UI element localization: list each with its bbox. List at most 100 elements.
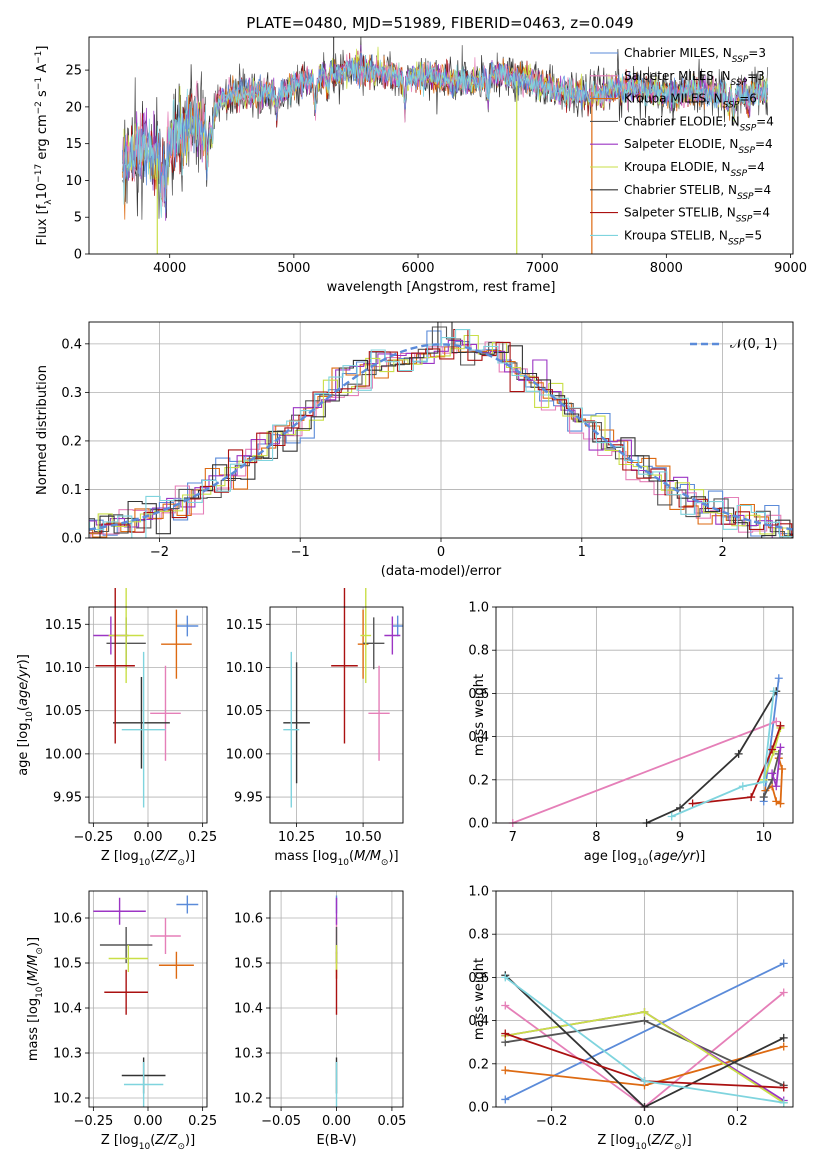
- residuals-panel: −2 −1 0 1 2 0.0 0.1 0.2 0.3 0.4 (data-model)/error…: [35, 321, 794, 579]
- errorbar-point-7: [331, 587, 358, 744]
- label-part: (: [648, 849, 653, 864]
- label-part: (: [150, 849, 155, 864]
- label-part: Z [log: [101, 849, 139, 864]
- weight-marker: [776, 721, 785, 730]
- x-axis-label: Z [log10(Z/Z⊙)]: [101, 1133, 195, 1152]
- y-tick-label: 10.6: [234, 912, 263, 927]
- label-part: =3: [747, 69, 765, 83]
- errorbar-point-0: [176, 615, 199, 637]
- age-vs-metallicity-panel: −0.25 0.00 0.25 9.95 10.00 10.05 10.10 10.15 Z […: [16, 587, 217, 868]
- x-tick-label: 0.0: [634, 1114, 655, 1129]
- weight-series-0: [504, 962, 785, 1101]
- x-tick-label: 7000: [526, 261, 559, 276]
- histogram-series-0: [89, 330, 793, 538]
- label-part: age [log: [16, 723, 31, 776]
- weight-marker: [779, 1083, 788, 1092]
- y-axis-label: Flux [fλ10−17 erg cm−2 s−1 A−1]: [34, 46, 54, 246]
- y-tick-label: 10.6: [53, 912, 82, 927]
- weight-marker: [779, 1098, 788, 1107]
- x-tick-label: 10: [755, 830, 772, 845]
- label-part: −17: [34, 164, 44, 183]
- y-tick-label: 9.95: [53, 791, 82, 806]
- y-tick-label: 10.00: [226, 747, 263, 762]
- legend-label: 𝒩(0, 1): [730, 337, 777, 352]
- legend-label: Chabrier ELODIE, NSSP=4: [624, 114, 774, 133]
- x-tick-label: 0.00: [322, 1114, 351, 1129]
- label-part: )]: [695, 849, 705, 864]
- weight-series-8: [671, 691, 775, 818]
- y-tick-label: 0.8: [468, 644, 489, 659]
- weight-vs-metallicity-panel: −0.2 0.0 0.2 0.0 0.2 0.4 0.6 0.8 1.0 Z [log10(Z/Z…: [468, 885, 794, 1152]
- errorbar-point-8: [123, 1062, 164, 1107]
- errorbar-point-0: [392, 615, 403, 637]
- label-part: Z [log: [101, 1133, 139, 1148]
- label-part: )]: [16, 654, 31, 664]
- label-part: Flux [f: [35, 204, 50, 245]
- weight-marker: [501, 1066, 510, 1075]
- errorbar-point-6: [283, 662, 310, 784]
- label-part: )]: [26, 937, 41, 947]
- errorbar-point-1: [150, 665, 181, 761]
- errorbar-point-6: [113, 676, 170, 769]
- label-part: SSP: [731, 169, 748, 179]
- y-tick-label: 0.4: [468, 730, 489, 745]
- y-tick-label: 0.6: [468, 687, 489, 702]
- y-tick-label: 0.4: [61, 337, 82, 352]
- label-part: =4: [752, 206, 770, 220]
- y-tick-label: 0.1: [61, 483, 82, 498]
- errorbar-point-2: [161, 609, 192, 679]
- weight-series-7: [692, 725, 782, 805]
- x-axis-label: Z [log10(Z/Z⊙)]: [101, 849, 195, 868]
- y-tick-label: 1.0: [468, 601, 489, 616]
- errorbar-point-2: [357, 609, 369, 679]
- label-part: =3: [748, 46, 766, 60]
- errorbar-point-4: [93, 897, 146, 925]
- y-axis-label: mass weight: [472, 958, 487, 1040]
- y-tick-label: 10.10: [226, 661, 263, 676]
- y-tick-label: 10.3: [53, 1047, 82, 1062]
- weight-series-6: [646, 690, 778, 823]
- label-part: −1: [34, 77, 44, 90]
- label-part: =6: [739, 92, 757, 106]
- weight-marker: [759, 793, 768, 802]
- label-part: SSP: [731, 78, 748, 88]
- errorbar-point-7: [104, 969, 148, 1015]
- label-part: SSP: [738, 146, 755, 156]
- histogram-series-3: [89, 326, 793, 536]
- label-part: age/yr: [16, 663, 31, 706]
- label-part: Kroupa ELODIE, N: [624, 160, 731, 174]
- weight-marker: [769, 687, 778, 696]
- weight-marker: [779, 1033, 788, 1042]
- weight-marker: [779, 1042, 788, 1051]
- label-part: =4: [756, 114, 774, 128]
- x-axis-label: mass [log10(M/M⊙)]: [274, 849, 398, 868]
- x-tick-label: −0.25: [73, 830, 113, 845]
- x-tick-label: −0.25: [73, 1114, 113, 1129]
- label-part: 10: [139, 1142, 151, 1152]
- y-tick-label: 5: [74, 211, 82, 226]
- histogram-series-8: [89, 329, 793, 538]
- x-tick-label: 0.25: [188, 830, 217, 845]
- y-axis-label: mass [log10(M/M⊙)]: [26, 937, 45, 1061]
- y-axis-label: Normed distribution: [35, 365, 50, 495]
- label-part: Kroupa MILES, N: [624, 92, 723, 106]
- x-axis-label: Z [log10(Z/Z⊙)]: [597, 1133, 691, 1152]
- errorbar-point-0: [176, 895, 199, 914]
- y-tick-label: 10.05: [45, 704, 82, 719]
- label-part: SSP: [732, 55, 749, 65]
- x-tick-label: 10.50: [344, 830, 381, 845]
- label-part: mass [log: [26, 998, 41, 1061]
- weight-marker: [738, 782, 747, 791]
- x-axis-label: age [log10(age/yr)]: [584, 849, 706, 868]
- normal-reference-curve: [88, 343, 794, 531]
- y-tick-label: 10.15: [226, 618, 263, 633]
- weight-marker: [778, 765, 787, 773]
- weight-marker: [779, 959, 788, 968]
- label-part: SSP: [740, 123, 757, 133]
- histogram-series-5: [89, 334, 793, 538]
- weight-marker: [779, 988, 788, 997]
- label-part: Chabrier MILES, N: [624, 46, 732, 60]
